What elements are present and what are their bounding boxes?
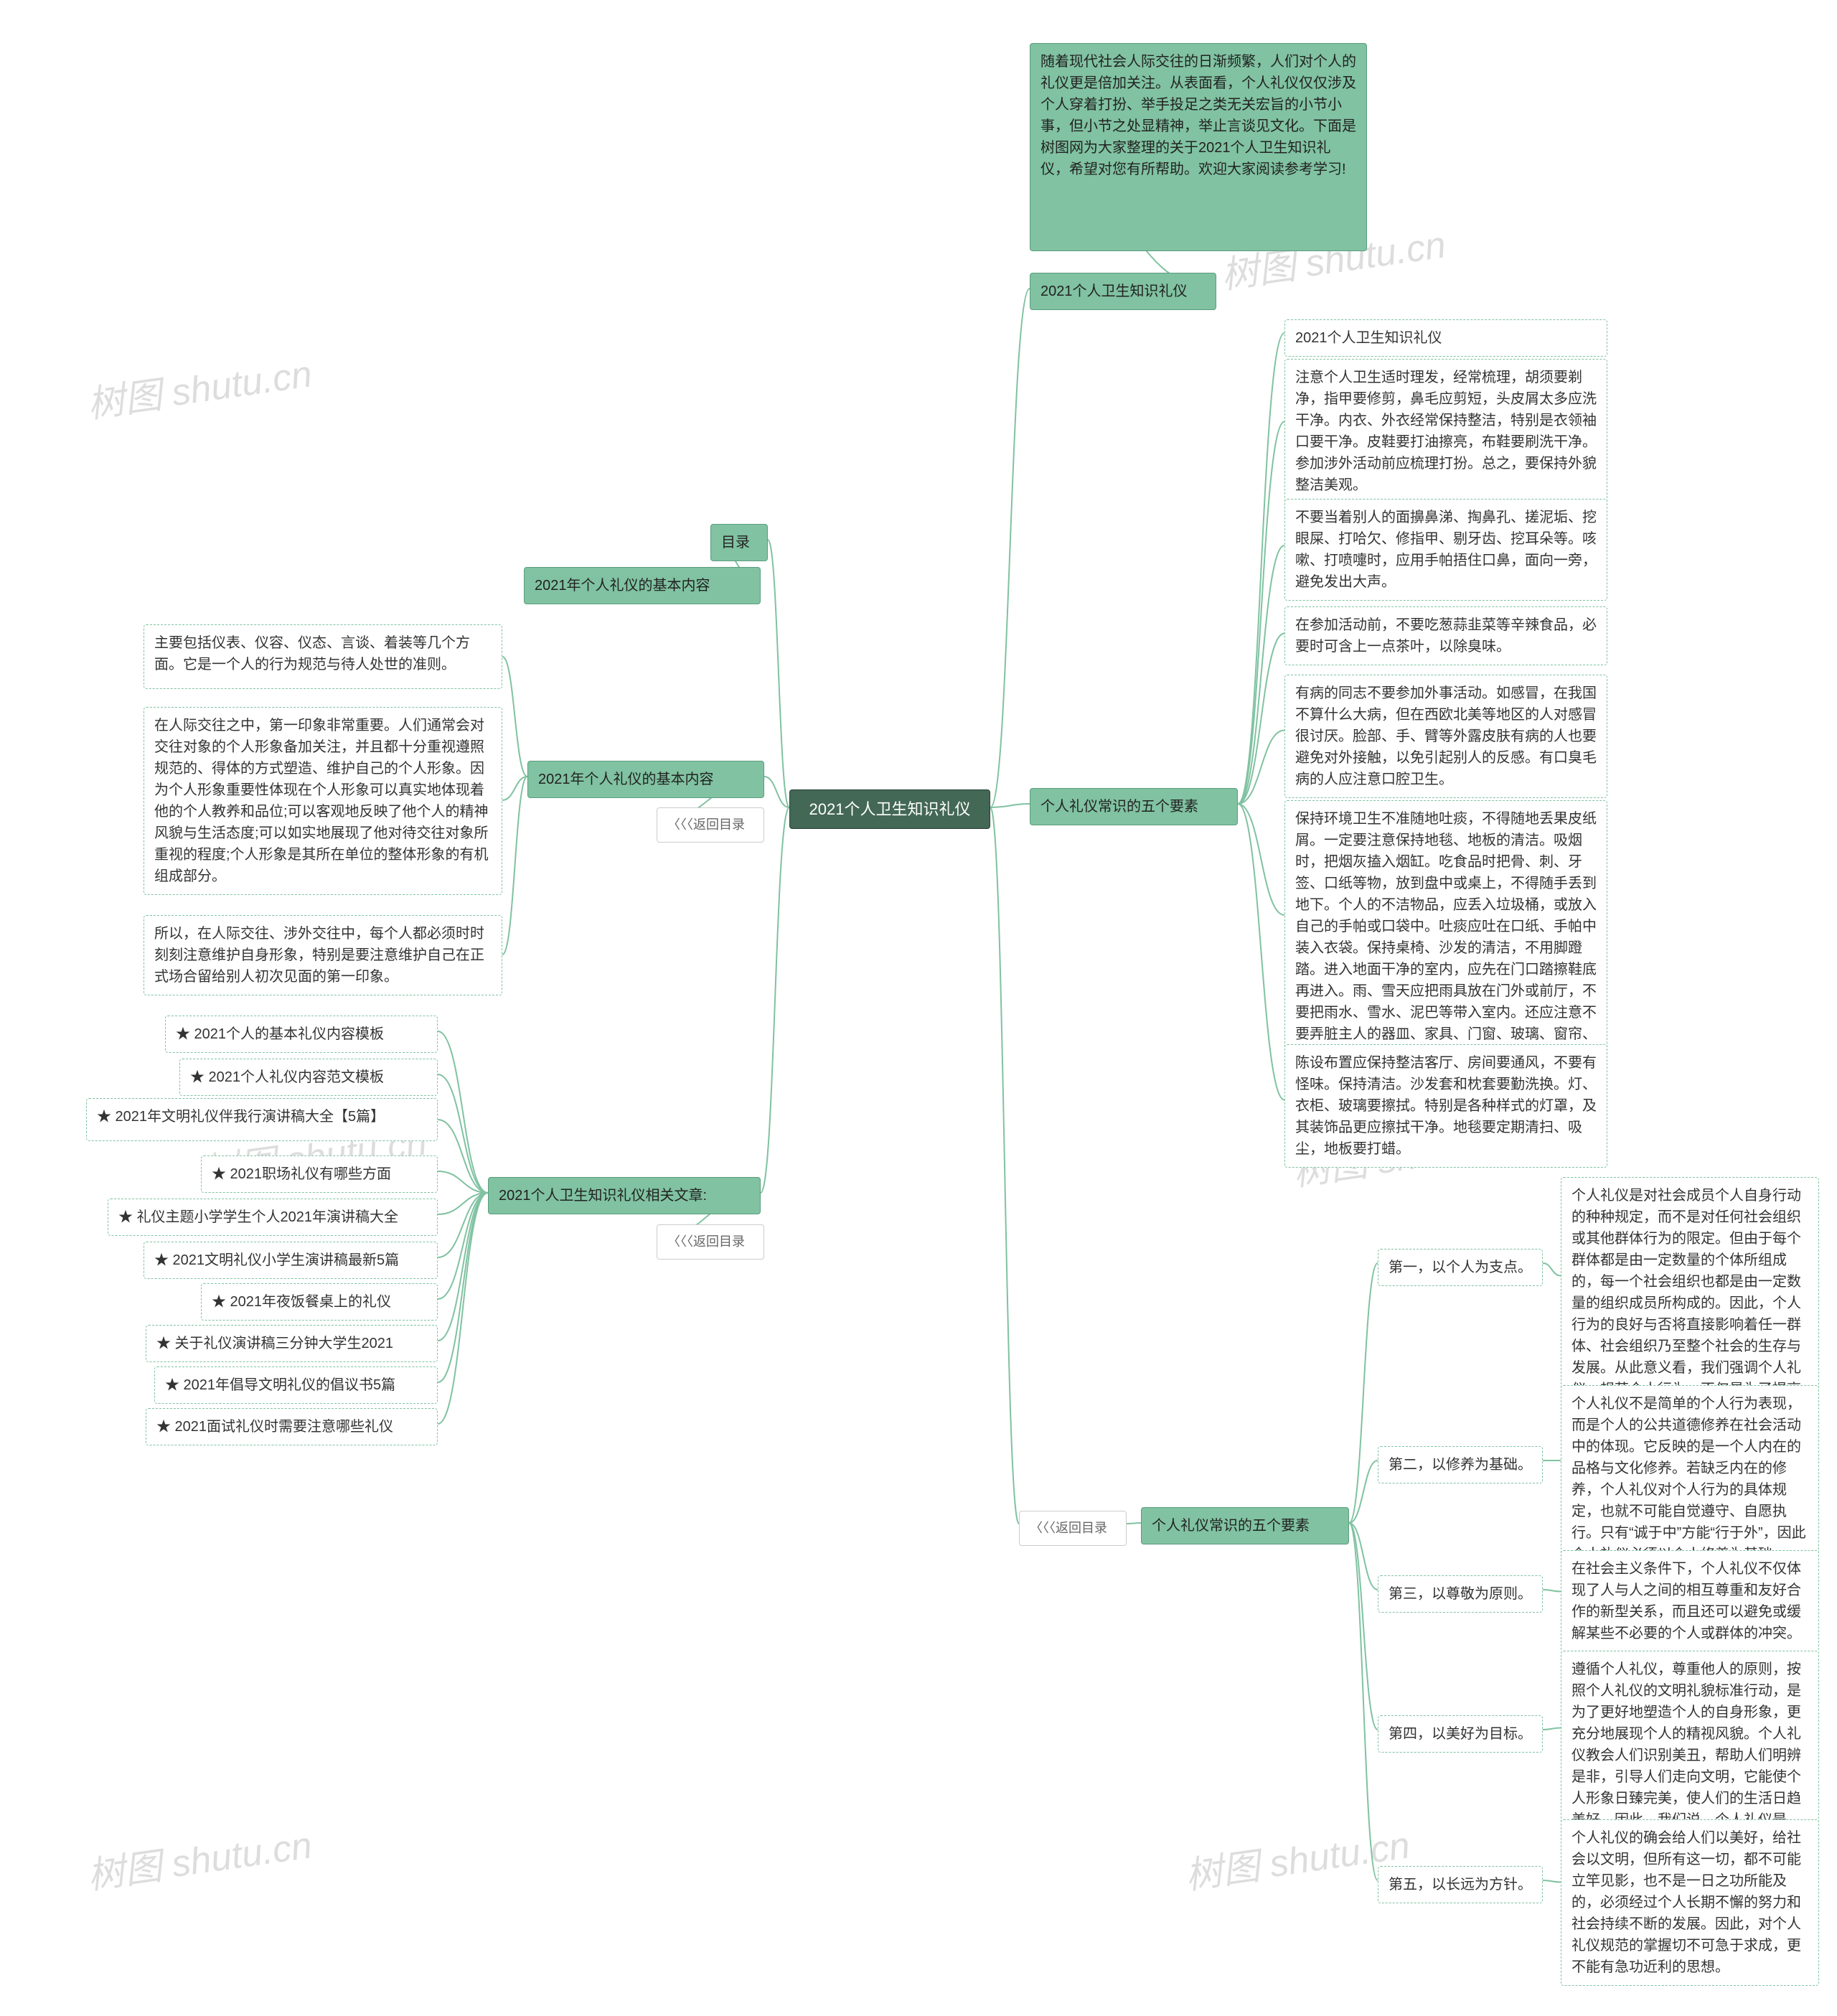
mindmap-node: 在社会主义条件下，个人礼仪不仅体现了人与人之间的相互尊重和友好合作的新型关系，而… [1561,1550,1819,1652]
mindmap-node: 2021个人卫生知识礼仪 [1284,319,1607,357]
return-anchor: 〈〈〈返回目录 [1019,1511,1127,1546]
return-anchor: 〈〈〈返回目录 [657,807,764,843]
mindmap-node: 个人礼仪不是简单的个人行为表现，而是个人的公共道德修养在社会活动中的体现。它反映… [1561,1385,1819,1573]
mindmap-node: 所以，在人际交往、涉外交往中，每个人都必须时时刻刻注意维护自身形象，特别是要注意… [144,915,502,995]
mindmap-node: 第四，以美好为目标。 [1378,1715,1543,1753]
mindmap-node: ★ 礼仪主题小学学生个人2021年演讲稿大全 [108,1199,438,1236]
watermark: 树图 shutu.cn [83,1814,314,1899]
mindmap-node: 不要当着别人的面擤鼻涕、掏鼻孔、搓泥垢、挖眼屎、打哈欠、修指甲、剔牙齿、挖耳朵等… [1284,499,1607,601]
mindmap-node: 2021个人卫生知识礼仪 [1030,273,1216,310]
mindmap-node: ★ 2021年文明礼仪伴我行演讲稿大全【5篇】 [86,1098,438,1141]
mindmap-node: 注意个人卫生适时理发，经常梳理，胡须要剃净，指甲要修剪，鼻毛应剪短，头皮屑太多应… [1284,359,1607,504]
mindmap-node: ★ 2021年夜饭餐桌上的礼仪 [201,1283,438,1321]
mindmap-node: ★ 2021年倡导文明礼仪的倡议书5篇 [154,1366,438,1404]
root-node: 2021个人卫生知识礼仪 [789,789,990,829]
mindmap-node: ★ 2021面试礼仪时需要注意哪些礼仪 [146,1408,438,1445]
mindmap-node: 第二，以修养为基础。 [1378,1446,1543,1483]
mindmap-node: 目录 [710,524,768,561]
mindmap-node: ★ 2021职场礼仪有哪些方面 [201,1155,438,1193]
mindmap-node: 第五，以长远为方针。 [1378,1866,1543,1903]
mindmap-node: 2021个人卫生知识礼仪相关文章: [488,1177,761,1214]
mindmap-node: 2021年个人礼仪的基本内容 [527,761,764,798]
mindmap-node: 第一，以个人为支点。 [1378,1249,1543,1286]
mindmap-node: ★ 2021文明礼仪小学生演讲稿最新5篇 [144,1242,438,1279]
mindmap-node: 有病的同志不要参加外事活动。如感冒，在我国不算什么大病，但在西欧北美等地区的人对… [1284,675,1607,798]
mindmap-node: ★ 关于礼仪演讲稿三分钟大学生2021 [146,1325,438,1362]
mindmap-node: 主要包括仪表、仪容、仪态、言谈、着装等几个方面。它是一个人的行为规范与待人处世的… [144,624,502,689]
mindmap-node: 个人礼仪常识的五个要素 [1030,788,1238,825]
mindmap-node: 保持环境卫生不准随地吐痰，不得随地丢果皮纸屑。一定要注意保持地毯、地板的清洁。吸… [1284,800,1607,1074]
mindmap-node: 2021年个人礼仪的基本内容 [524,567,761,604]
return-anchor: 〈〈〈返回目录 [657,1224,764,1260]
mindmap-node: 个人礼仪常识的五个要素 [1141,1507,1349,1544]
mindmap-canvas: 树图 shutu.cn树图 shutu.cn树图 shutu.cn树图 shut… [0,0,1837,2016]
mindmap-node: 随着现代社会人际交往的日渐频繁，人们对个人的礼仪更是倍加关注。从表面看，个人礼仪… [1030,43,1367,251]
mindmap-node: 陈设布置应保持整洁客厅、房间要通风，不要有怪味。保持清洁。沙发套和枕套要勤洗换。… [1284,1044,1607,1168]
mindmap-node: 第三，以尊敬为原则。 [1378,1575,1543,1613]
mindmap-node: ★ 2021个人礼仪内容范文模板 [179,1059,438,1096]
mindmap-node: 个人礼仪的确会给人们以美好，给社会以文明，但所有这一切，都不可能立竿见影，也不是… [1561,1819,1819,1986]
mindmap-node: 在人际交往之中，第一印象非常重要。人们通常会对交往对象的个人形象备加关注，并且都… [144,707,502,895]
mindmap-node: 在参加活动前，不要吃葱蒜韭菜等辛辣食品，必要时可含上一点茶叶，以除臭味。 [1284,606,1607,665]
watermark: 树图 shutu.cn [83,343,314,428]
mindmap-node: ★ 2021个人的基本礼仪内容模板 [165,1016,438,1053]
